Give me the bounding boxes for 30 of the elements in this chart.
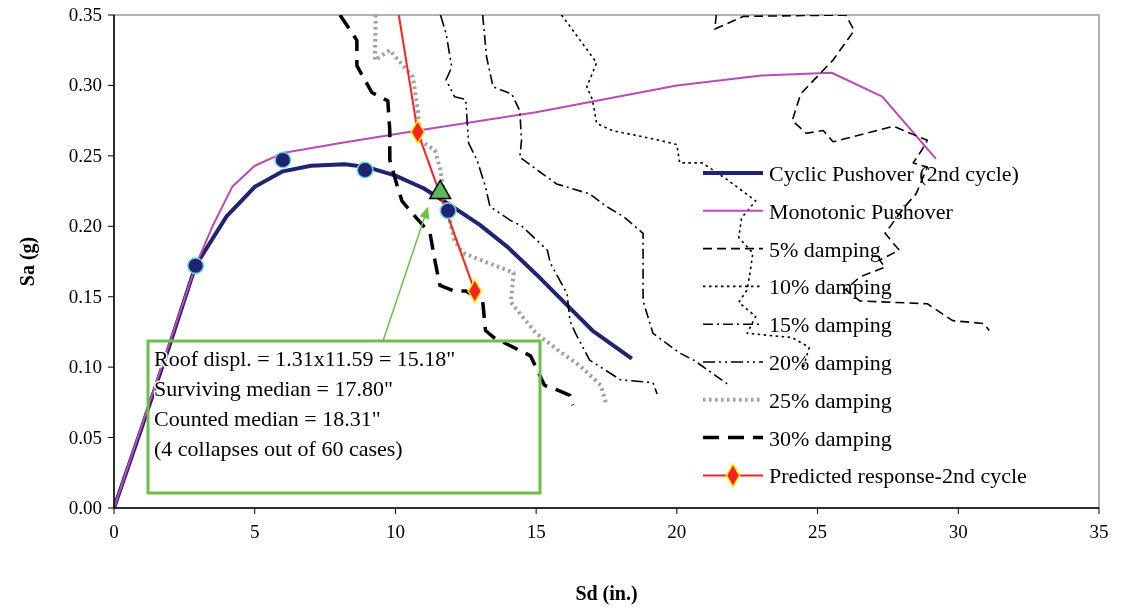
- legend-label: 20% damping: [769, 350, 892, 375]
- y-tick-label: 0.35: [68, 4, 102, 25]
- legend-label: 10% damping: [769, 274, 892, 300]
- annotation: Counted median = 18.31": [154, 406, 381, 431]
- legend-label: 30% damping: [769, 425, 892, 451]
- legend-label: Monotonic Pushover: [769, 198, 954, 224]
- x-tick-label: 0: [109, 521, 119, 542]
- y-tick-label: 0.15: [68, 285, 102, 307]
- x-tick-label: 20: [667, 521, 687, 542]
- legend-label: 25% damping: [769, 387, 892, 413]
- y-tick-label: 0.30: [68, 74, 102, 96]
- y-tick-label: 0.00: [68, 497, 102, 518]
- x-tick-label: 5: [249, 521, 260, 542]
- y-tick-label: 0.10: [68, 356, 102, 378]
- y-tick-label: 0.05: [68, 426, 102, 448]
- y-axis-title: Sa (g): [16, 236, 39, 287]
- x-tick-label: 15: [526, 521, 546, 542]
- annotation: (4 collapses out of 60 cases): [154, 436, 403, 461]
- annotation: Surviving median = 17.80": [154, 376, 393, 401]
- y-tick-label: 0.20: [68, 215, 102, 237]
- y-tick-label: 0.25: [68, 144, 102, 166]
- x-tick-label: 35: [1089, 521, 1109, 542]
- x-tick-label: 30: [948, 521, 968, 542]
- x-tick-label: 25: [808, 521, 828, 542]
- legend-label: 15% damping: [769, 312, 892, 338]
- legend-label: 5% damping: [769, 236, 881, 262]
- x-tick-label: 10: [385, 521, 405, 542]
- legend-label: Cyclic Pushover (2nd cycle): [769, 161, 1019, 186]
- x-axis-title: Sd (in.): [575, 582, 638, 605]
- legend-label: Predicted response-2nd cycle: [769, 463, 1027, 489]
